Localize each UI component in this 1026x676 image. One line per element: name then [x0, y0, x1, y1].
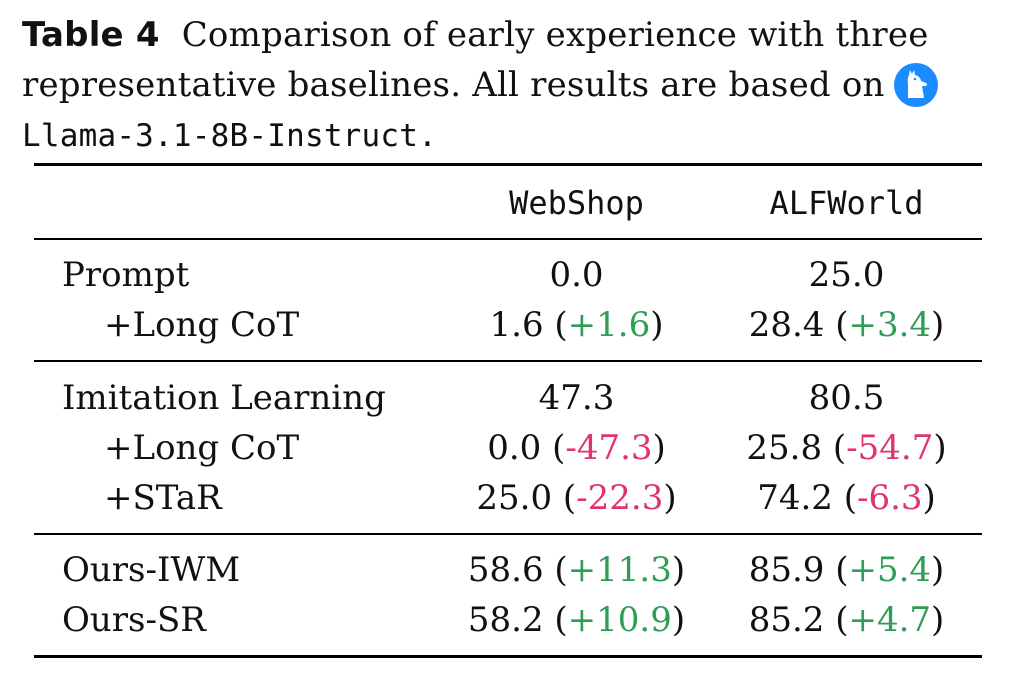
table-row: Ours-IWM 58.6 (+11.3) 85.9 (+5.4) [34, 545, 982, 595]
alfworld-cell: 25.0 [808, 255, 885, 295]
alfworld-cell: 80.5 [808, 378, 885, 418]
webshop-cell: 58.6 (+11.3) [467, 550, 686, 590]
method-cell: +STaR [104, 478, 222, 518]
table-row: Imitation Learning 47.3 80.5 [34, 373, 982, 423]
table-row: Prompt 0.0 25.0 [34, 250, 982, 300]
llama-icon [893, 63, 938, 107]
method-cell: Ours-SR [62, 600, 206, 640]
delta-negative: -47.3 [565, 428, 653, 468]
delta-positive: +3.4 [848, 305, 932, 345]
delta-negative: -54.7 [846, 428, 934, 468]
method-cell: Imitation Learning [62, 378, 386, 418]
header-webshop: WebShop [509, 184, 644, 222]
header-alfworld: ALFWorld [769, 184, 924, 222]
header-rule [34, 238, 982, 240]
delta-positive: +11.3 [567, 550, 672, 590]
group-rule-2 [34, 533, 982, 535]
method-cell: Ours-IWM [62, 550, 241, 590]
table-caption: Table 4 Comparison of early experience w… [22, 10, 1012, 161]
table-header-row: WebShop ALFWorld [34, 178, 982, 228]
table-row: Ours-SR 58.2 (+10.9) 85.2 (+4.7) [34, 595, 982, 645]
table-label: Table 4 [22, 15, 160, 55]
webshop-cell: 0.0 [549, 255, 604, 295]
method-cell: +Long CoT [104, 428, 300, 468]
group-rule-1 [34, 360, 982, 362]
method-cell: +Long CoT [104, 305, 300, 345]
caption-text: Comparison of early experience with thre… [22, 15, 929, 105]
table-row: +Long CoT 1.6 (+1.6) 28.4 (+3.4) [34, 300, 982, 350]
alfworld-cell: 85.2 (+4.7) [748, 600, 945, 640]
top-rule [34, 163, 982, 166]
table-row: +STaR 25.0 (-22.3) 74.2 (-6.3) [34, 473, 982, 523]
alfworld-cell: 85.9 (+5.4) [748, 550, 945, 590]
alfworld-cell: 25.8 (-54.7) [746, 428, 947, 468]
alfworld-cell: 74.2 (-6.3) [757, 478, 936, 518]
webshop-cell: 1.6 (+1.6) [489, 305, 664, 345]
delta-positive: +5.4 [848, 550, 932, 590]
delta-positive: +4.7 [848, 600, 932, 640]
table-row: +Long CoT 0.0 (-47.3) 25.8 (-54.7) [34, 423, 982, 473]
delta-negative: -22.3 [576, 478, 664, 518]
delta-negative: -6.3 [856, 478, 923, 518]
method-cell: Prompt [62, 255, 190, 295]
alfworld-cell: 28.4 (+3.4) [748, 305, 945, 345]
model-name: Llama-3.1-8B-Instruct. [22, 118, 437, 154]
webshop-cell: 25.0 (-22.3) [476, 478, 677, 518]
bottom-rule [34, 655, 982, 658]
delta-positive: +10.9 [567, 600, 672, 640]
webshop-cell: 58.2 (+10.9) [467, 600, 686, 640]
webshop-cell: 47.3 [538, 378, 615, 418]
webshop-cell: 0.0 (-47.3) [487, 428, 666, 468]
delta-positive: +1.6 [567, 305, 651, 345]
